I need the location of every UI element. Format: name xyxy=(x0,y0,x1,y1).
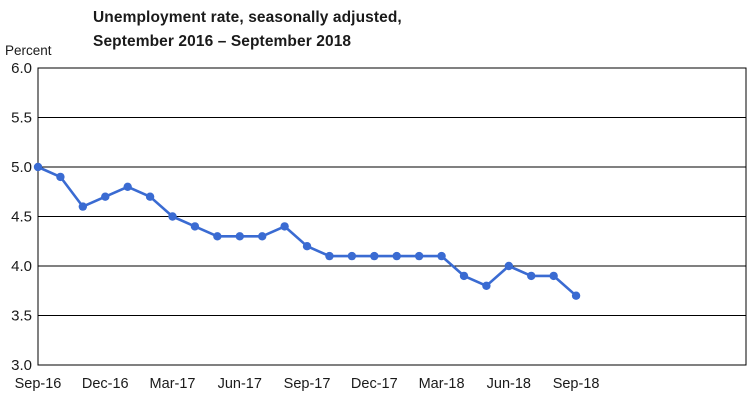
y-tick-label: 4.5 xyxy=(11,209,32,226)
x-tick-label: Jun-17 xyxy=(218,376,262,392)
x-tick-label: Dec-17 xyxy=(351,376,398,392)
x-tick-label: Dec-16 xyxy=(82,376,129,392)
data-point-marker xyxy=(527,271,536,281)
data-point-marker xyxy=(347,251,357,261)
x-tick-label: Mar-18 xyxy=(419,376,465,392)
y-tick-label: 3.0 xyxy=(11,357,32,374)
data-point-marker xyxy=(213,232,222,241)
x-tick-label: Sep-16 xyxy=(15,376,62,392)
chart-title-line-2: September 2016 – September 2018 xyxy=(93,33,352,50)
data-point-marker xyxy=(123,182,132,191)
data-point-marker xyxy=(78,202,88,211)
data-point-marker xyxy=(370,251,379,261)
data-point-marker xyxy=(56,172,65,182)
data-point-marker xyxy=(392,251,401,261)
x-tick-label: Jun-18 xyxy=(487,376,531,392)
data-point-marker xyxy=(437,251,446,261)
data-point-marker xyxy=(414,251,424,261)
data-point-marker xyxy=(168,212,177,221)
data-point-marker xyxy=(33,162,43,172)
y-tick-label: 5.5 xyxy=(11,110,32,127)
y-tick-label: 4.0 xyxy=(11,258,32,275)
x-tick-label: Sep-17 xyxy=(284,376,331,392)
y-axis-unit-label: Percent xyxy=(5,43,52,58)
x-tick-label: Mar-17 xyxy=(150,376,196,392)
y-tick-label: 6.0 xyxy=(11,60,32,77)
data-point-marker xyxy=(302,242,312,251)
data-point-marker xyxy=(190,222,200,231)
data-point-marker xyxy=(325,251,334,261)
data-point-marker xyxy=(235,232,244,241)
data-point-marker xyxy=(459,271,469,281)
y-tick-label: 3.5 xyxy=(11,308,32,325)
data-point-marker xyxy=(482,281,491,290)
chart-title: Unemployment rate, seasonally adjusted, … xyxy=(93,6,402,54)
data-point-marker xyxy=(571,291,581,300)
data-point-marker xyxy=(280,222,289,231)
plot-border xyxy=(37,67,747,366)
data-point-marker xyxy=(504,261,514,271)
y-tick-label: 5.0 xyxy=(11,159,32,176)
data-point-marker xyxy=(549,271,558,281)
data-point-marker xyxy=(101,192,110,201)
unemployment-line xyxy=(36,165,578,298)
x-tick-label: Sep-18 xyxy=(553,376,600,392)
data-point-marker xyxy=(258,232,267,241)
chart-title-line-1: Unemployment rate, seasonally adjusted, xyxy=(93,9,402,26)
data-point-marker xyxy=(145,192,155,201)
